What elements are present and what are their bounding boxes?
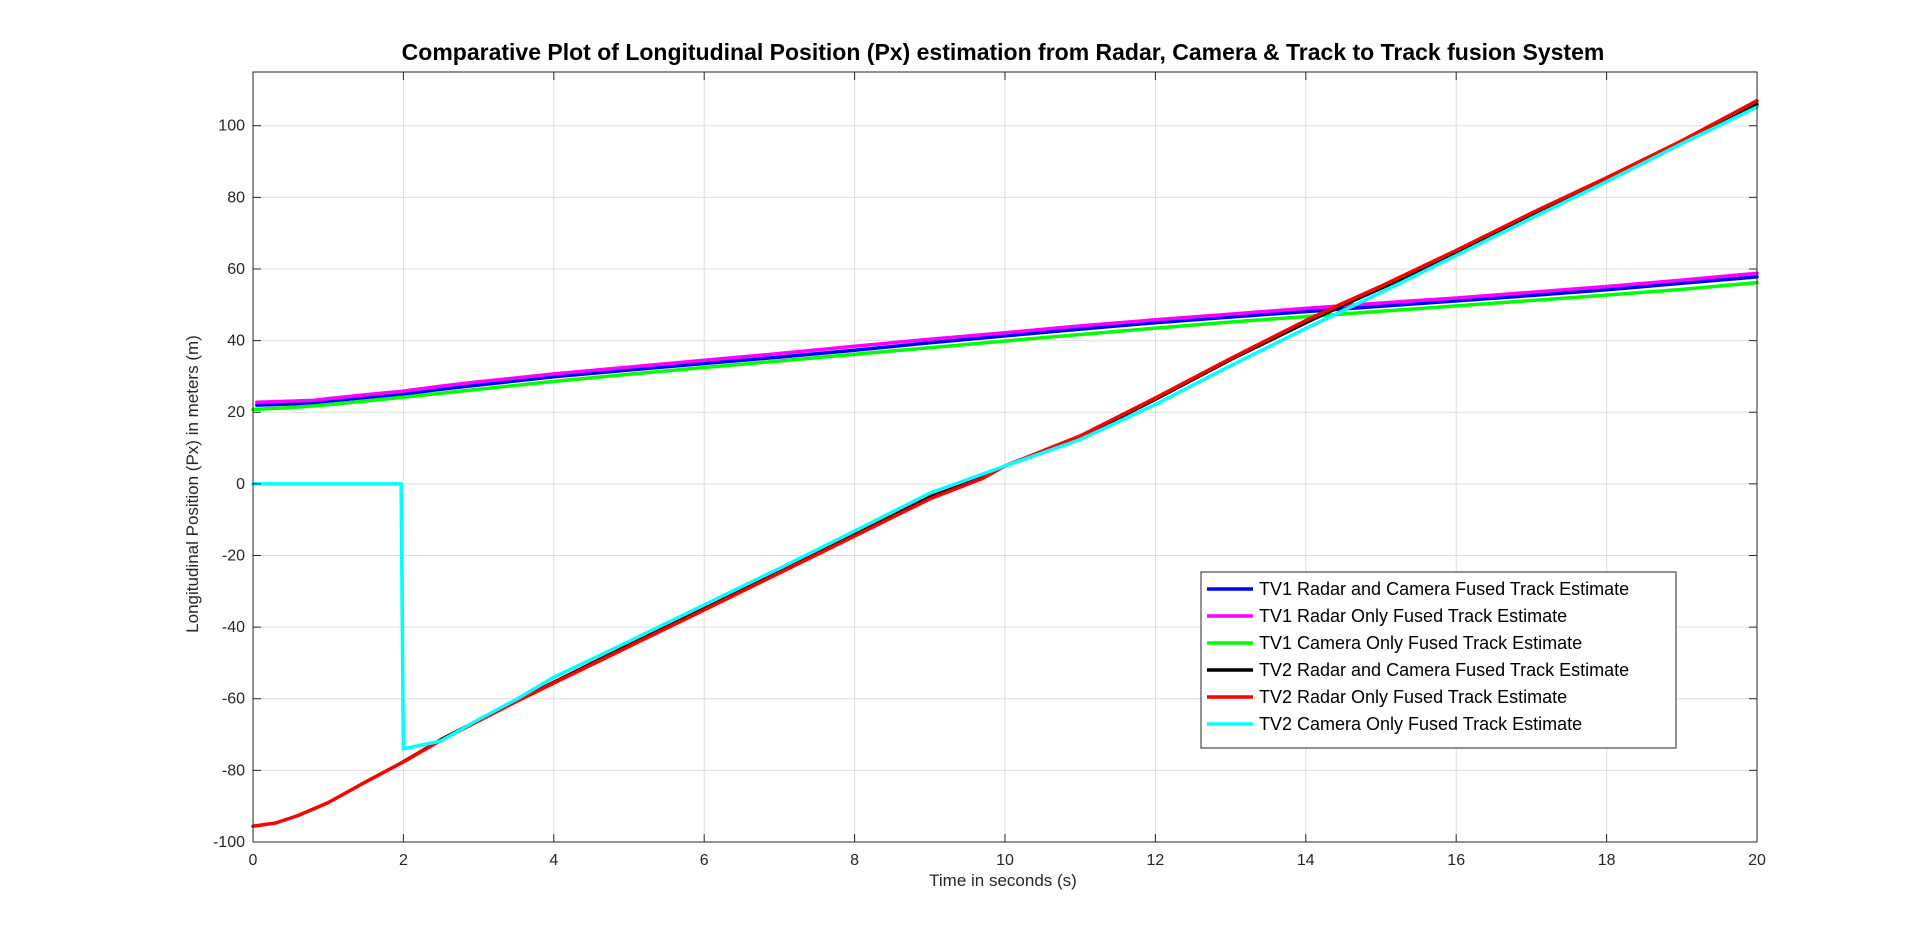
axis-ticks: 0 2 4 6 8 10 12 14 16 18 20 -100 -80 -60 -40 -20 0 20 40 60… xyxy=(213,72,1766,869)
x-tick-label: 16 xyxy=(1447,852,1465,869)
y-tick-label: -60 xyxy=(222,691,245,708)
x-tick-label: 20 xyxy=(1748,852,1766,869)
y-tick-label: 80 xyxy=(227,189,245,206)
chart-title: Comparative Plot of Longitudinal Positio… xyxy=(402,39,1605,65)
x-tick-label: 14 xyxy=(1297,852,1315,869)
legend-entry-label: TV2 Camera Only Fused Track Estimate xyxy=(1259,714,1582,734)
x-tick-label: 10 xyxy=(996,852,1014,869)
y-tick-label: 60 xyxy=(227,261,245,278)
y-tick-label: 0 xyxy=(236,476,245,493)
y-tick-label: -20 xyxy=(222,547,245,564)
legend-entry-label: TV2 Radar and Camera Fused Track Estimat… xyxy=(1259,660,1629,680)
y-tick-label: 20 xyxy=(227,404,245,421)
series-lines xyxy=(251,98,1759,828)
x-tick-label: 18 xyxy=(1598,852,1616,869)
y-tick-label: -40 xyxy=(222,619,245,636)
y-tick-label: -100 xyxy=(213,834,245,851)
legend-entry-label: TV1 Camera Only Fused Track Estimate xyxy=(1259,633,1582,653)
legend-box xyxy=(1200,571,1677,749)
series-line-1 xyxy=(255,275,1759,407)
series-line-2 xyxy=(255,271,1759,404)
legend: TV1 Radar and Camera Fused Track Estimat… xyxy=(1200,571,1677,749)
series-line-5 xyxy=(251,98,1759,828)
x-axis-label: Time in seconds (s) xyxy=(929,871,1077,890)
y-tick-label: 100 xyxy=(218,118,245,135)
x-tick-label: 4 xyxy=(549,852,558,869)
legend-entry-label: TV2 Radar Only Fused Track Estimate xyxy=(1259,687,1567,707)
legend-entry-label: TV1 Radar Only Fused Track Estimate xyxy=(1259,606,1567,626)
x-tick-label: 0 xyxy=(249,852,258,869)
y-axis-label: Longitudinal Position (Px) in meters (m) xyxy=(183,335,202,633)
y-tick-label: 40 xyxy=(227,333,245,350)
series-line-6 xyxy=(251,105,1759,751)
legend-entry-label: TV1 Radar and Camera Fused Track Estimat… xyxy=(1259,579,1629,599)
x-tick-label: 12 xyxy=(1147,852,1165,869)
y-tick-label: -80 xyxy=(222,762,245,779)
x-tick-label: 6 xyxy=(700,852,709,869)
x-tick-label: 8 xyxy=(850,852,859,869)
x-tick-label: 2 xyxy=(399,852,408,869)
series-line-3 xyxy=(251,280,1759,412)
